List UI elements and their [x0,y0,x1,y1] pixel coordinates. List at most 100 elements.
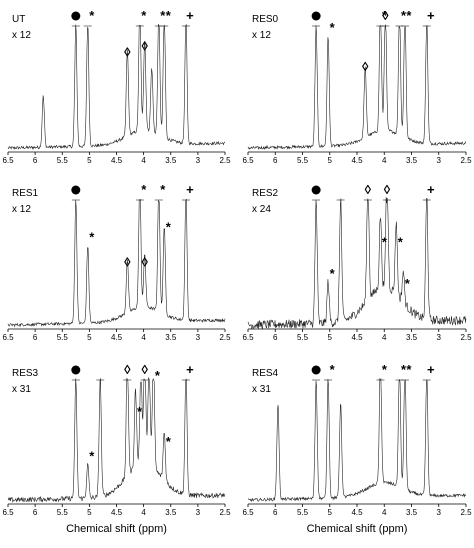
x-tick-label: 6 [273,333,278,342]
spectrum-trace [7,376,226,503]
asterisk-marker: * [382,235,388,250]
x-tick-label: 4 [141,156,146,165]
x-tick-label: 6 [33,156,38,165]
asterisk-marker: * [166,220,172,235]
x-tick-label: 3 [196,156,201,165]
x-tick-label: 3 [437,156,442,165]
x-tick-label: 4.5 [351,333,363,342]
sample-label: RES3 [12,368,39,379]
x-tick-label: 3.5 [165,333,177,342]
x-tick-label: 2.5 [219,508,231,517]
diamond-marker: ◊ [124,362,131,377]
x-tick-label: 3 [437,333,442,342]
sample-label: RES4 [252,368,279,379]
plus-marker: + [186,362,194,377]
x-tick-label: 6 [273,156,278,165]
x-tick-label: 4.5 [111,508,123,517]
asterisk-marker: * [141,8,147,23]
diamond-marker: ◊ [365,182,372,197]
diamond-marker: ◊ [362,59,369,74]
asterisk-marker: * [89,448,95,463]
x-tick-label: 6 [273,508,278,517]
asterisk-marker: * [406,362,412,377]
asterisk-marker: * [166,8,172,23]
x-tick-label: 6.5 [242,508,254,517]
scale-label: x 31 [12,384,31,395]
x-tick-label: 2.5 [219,333,231,342]
plus-marker: + [427,362,435,377]
x-axis-label: Chemical shift (ppm) [307,523,408,535]
dot-marker [71,365,81,375]
x-tick-label: 4 [382,156,387,165]
asterisk-marker: * [405,276,411,291]
sample-label: RES1 [12,188,39,199]
x-tick-label: 5.5 [57,333,69,342]
x-tick-label: 4 [141,333,146,342]
scale-label: x 12 [12,204,31,215]
x-tick-label: 6.5 [2,333,14,342]
dot-marker [311,11,321,21]
asterisk-marker: * [141,182,147,197]
diamond-marker: ◊ [124,255,131,270]
x-tick-label: 3.5 [406,156,418,165]
diamond-marker: ◊ [141,362,148,377]
x-tick-label: 5 [87,333,92,342]
x-tick-label: 2.5 [460,508,472,517]
x-tick-label: 6 [33,508,38,517]
asterisk-marker: * [382,8,388,23]
asterisk-marker: * [401,8,407,23]
x-tick-label: 5 [328,156,333,165]
scale-label: x 12 [12,30,31,41]
x-tick-label: 3.5 [406,333,418,342]
x-tick-label: 5.5 [297,333,309,342]
plus-marker: + [186,8,194,23]
x-tick-label: 2.5 [219,156,231,165]
scale-label: x 12 [252,30,271,41]
asterisk-marker: * [398,235,404,250]
asterisk-marker: * [401,362,407,377]
x-tick-label: 4 [141,508,146,517]
x-tick-label: 3 [437,508,442,517]
sample-label: UT [12,14,25,25]
scale-label: x 24 [252,204,271,215]
x-tick-label: 4.5 [351,156,363,165]
x-tick-label: 3 [196,333,201,342]
diamond-marker: ◊ [141,39,148,54]
x-tick-label: 5.5 [57,508,69,517]
asterisk-marker: * [330,20,336,35]
x-tick-label: 5.5 [297,508,309,517]
x-tick-label: 5.5 [57,156,69,165]
x-tick-label: 3 [196,508,201,517]
spectrum-panel-res1: RES1 x 12 6.5 6 5.5 5 4.5 4 3.5 3 2.5 * ◊ * ◊ * * + [2,182,231,342]
x-tick-label: 2.5 [460,156,472,165]
diamond-marker: ◊ [141,255,148,270]
asterisk-marker: * [89,8,95,23]
x-tick-label: 6 [33,333,38,342]
x-tick-label: 6.5 [2,508,14,517]
x-tick-label: 5 [87,156,92,165]
spectrum-panel-res2: RES2 x 24 6.5 6 5.5 5 4.5 4 3.5 3 2.5 * ◊ * ◊ * * + [242,182,472,342]
x-tick-label: 3.5 [165,508,177,517]
spectrum-panel-res3: RES3 x 31 6.5 6 5.5 5 4.5 4 3.5 3 2.5 * ◊ * ◊ * * + Chemic… [2,362,231,535]
spectrum-trace [247,377,467,503]
x-tick-label: 2.5 [460,333,472,342]
spectrum-panel-ut: UTx 126.5 6 5.5 5 4.5 4 3.5 3 2.5*◊*◊* * + [2,8,231,165]
asterisk-marker: * [160,182,166,197]
diamond-marker: ◊ [124,45,131,60]
x-tick-label: 6.5 [2,156,14,165]
asterisk-marker: * [166,434,172,449]
asterisk-marker: * [330,362,336,377]
x-tick-label: 3.5 [165,156,177,165]
plus-marker: + [186,182,194,197]
spectrum-trace [247,197,467,330]
x-tick-label: 5.5 [297,156,309,165]
asterisk-marker: * [330,266,336,281]
diamond-marker: ◊ [382,8,389,23]
x-tick-label: 4.5 [351,508,363,517]
asterisk-marker: * [382,362,388,377]
x-axis-label: Chemical shift (ppm) [66,523,167,535]
dot-marker [311,365,321,375]
